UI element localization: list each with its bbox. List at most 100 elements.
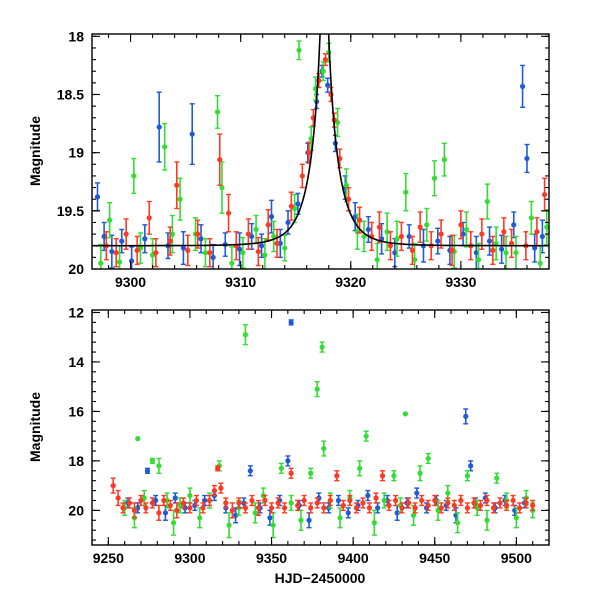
green-data-point [197,507,203,529]
red-data-point [113,238,119,268]
green-data-point [214,94,221,129]
blue-data-point [198,224,204,254]
red-data-point [464,502,470,514]
red-data-point [445,497,451,509]
red-data-point [508,228,515,259]
x-tick-label: 9450 [419,550,450,566]
green-data-point [131,157,137,195]
red-data-point [392,494,399,507]
blue-data-point [499,234,505,264]
red-data-point [174,161,180,210]
bottom-plot-area [110,319,536,539]
green-data-point [187,487,193,504]
red-data-point [451,499,457,512]
x-tick-label: 9350 [256,550,287,566]
green-data-point [417,465,423,482]
green-data-point [403,172,409,212]
red-data-point [138,494,144,507]
red-data-point [126,497,133,509]
green-data-point [384,212,390,252]
red-data-point [229,502,235,519]
green-data-point [298,509,304,531]
red-data-point [301,494,307,507]
red-data-point [353,502,360,514]
red-data-point [262,494,268,507]
red-data-point [399,502,405,514]
top-x-axis-ticks: 9300 9310 9320 9330 [107,34,550,290]
green-data-point [202,238,209,268]
y-tick-label: 18 [68,453,84,469]
red-data-point [347,494,353,507]
red-data-point [156,504,162,521]
y-tick-label: 16 [68,403,84,419]
blue-data-point [524,143,530,174]
blue-data-point [345,507,351,519]
top-data-points [94,40,549,269]
bottom-data-points [110,319,536,539]
green-data-point [394,220,400,257]
green-data-point [296,40,302,61]
red-data-point [134,235,140,266]
green-data-point [162,122,168,171]
blue-data-point [435,227,441,255]
blue-data-point [258,233,265,259]
red-data-point [484,494,490,507]
green-data-point [135,436,141,442]
y-tick-label: 18.5 [57,86,84,102]
green-data-point [282,234,288,262]
top-plot-frame [91,33,550,270]
red-data-point [255,499,262,517]
x-tick-label: 9400 [338,550,369,566]
top-y-axis-title: Magnitude [27,116,43,186]
blue-data-point [375,502,381,514]
red-data-point [366,502,373,514]
red-data-point [449,234,455,267]
red-data-point [438,219,444,249]
green-data-point [528,200,534,235]
red-data-point [412,502,418,514]
blue-data-point [247,465,253,477]
red-data-point [115,489,121,507]
green-data-point [464,470,470,482]
red-data-point [387,231,394,261]
green-data-point [314,381,320,398]
green-data-point [319,341,325,353]
x-tick-label: 9300 [115,274,146,290]
red-data-point [517,502,523,514]
green-data-point [262,238,268,269]
red-data-point [185,234,191,267]
blue-data-point [539,219,545,254]
green-data-point [278,462,284,474]
red-data-point [376,211,383,243]
y-tick-label: 14 [68,354,84,370]
bottom-x-axis-ticks: 9250 9300 9350 9400 9450 9500 [91,310,550,566]
green-data-point [177,497,183,514]
x-axis-title: HJD−2450000 [275,570,366,586]
blue-data-point [233,507,239,524]
red-data-point [541,177,548,212]
red-data-point [322,53,329,67]
green-data-point [361,220,367,253]
red-data-point [458,210,464,240]
red-data-point [360,497,366,509]
blue-data-point [268,199,275,234]
blue-data-point [486,226,493,256]
red-data-point [497,497,503,509]
red-data-point [207,238,213,268]
blue-data-point [172,492,178,504]
red-data-point [314,497,320,509]
red-data-point [143,502,149,514]
red-data-point [146,200,152,235]
blue-data-point [144,467,151,474]
red-data-point [306,141,312,164]
red-data-point [406,497,412,509]
red-data-point [123,218,129,250]
red-data-point [242,502,249,514]
red-data-point [275,497,281,509]
blue-data-point [325,77,331,93]
top-y-axis-ticks: 18 18.5 19 19.5 20 [57,28,549,277]
red-data-point [299,163,305,189]
x-tick-label: 9250 [93,550,124,566]
y-tick-label: 12 [68,304,84,320]
